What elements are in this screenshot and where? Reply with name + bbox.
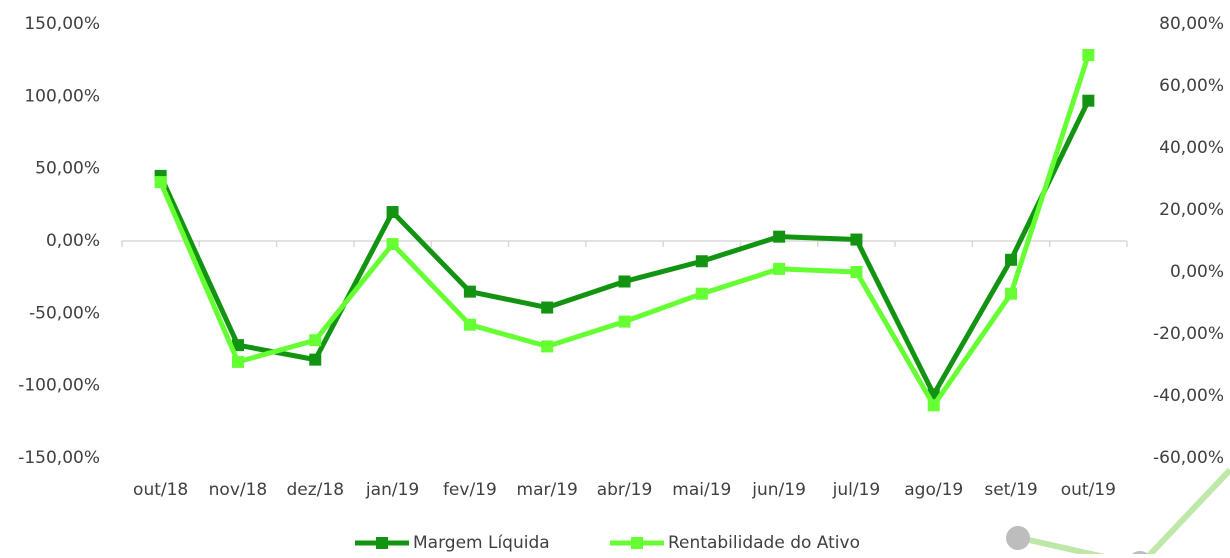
y2-tick-label: -20,00% xyxy=(1153,324,1224,344)
marker xyxy=(850,266,863,278)
decoration xyxy=(1142,467,1230,558)
marker xyxy=(618,315,631,328)
marker xyxy=(1082,94,1095,107)
marker xyxy=(773,262,786,275)
x-tick-label: dez/18 xyxy=(286,480,344,500)
marker xyxy=(541,301,554,314)
y2-tick-label: 60,00% xyxy=(1159,76,1224,96)
x-tick-label: nov/18 xyxy=(209,480,268,500)
marker xyxy=(850,233,863,246)
decoration xyxy=(1019,535,1123,558)
y-tick-label: -50,00% xyxy=(29,303,100,323)
legend-label: Rentabilidade do Ativo xyxy=(668,533,860,553)
marker xyxy=(231,355,244,368)
marker xyxy=(695,287,708,300)
marker xyxy=(1005,253,1018,266)
series-line xyxy=(158,99,1091,397)
y2-tick-label: -40,00% xyxy=(1153,386,1224,406)
marker xyxy=(154,176,167,189)
x-tick-label: out/18 xyxy=(133,480,188,500)
x-tick-label: jun/19 xyxy=(751,480,806,500)
x-tick-label: ago/19 xyxy=(904,480,963,500)
marker xyxy=(463,285,476,298)
y-tick-label: 50,00% xyxy=(35,159,100,179)
marker xyxy=(927,399,940,412)
marker xyxy=(773,230,786,243)
y-tick-label: 100,00% xyxy=(24,86,100,106)
legend-marker xyxy=(631,537,643,549)
marker xyxy=(1082,49,1095,61)
x-tick-label: out/19 xyxy=(1061,480,1116,500)
marker xyxy=(309,353,322,366)
marker xyxy=(541,340,554,353)
y-tick-label: 0,00% xyxy=(46,231,100,251)
x-tick-label: jan/19 xyxy=(365,480,419,500)
y-tick-label: -100,00% xyxy=(18,376,100,396)
y-tick-label: -150,00% xyxy=(18,448,100,468)
y2-tick-label: 40,00% xyxy=(1159,138,1224,158)
marker xyxy=(386,238,399,251)
marker xyxy=(386,206,399,219)
decoration xyxy=(1006,526,1030,550)
legend-marker xyxy=(376,537,388,549)
y2-tick-label: 20,00% xyxy=(1159,200,1224,220)
y2-tick-label: -60,00% xyxy=(1153,448,1224,468)
x-tick-label: set/19 xyxy=(984,480,1037,500)
x-tick-label: mai/19 xyxy=(672,480,731,500)
marker xyxy=(309,334,322,347)
marker xyxy=(463,318,476,331)
marker xyxy=(1005,287,1018,300)
y2-tick-label: 80,00% xyxy=(1159,14,1224,34)
marker xyxy=(695,255,708,268)
series-line xyxy=(158,54,1091,408)
marker xyxy=(231,339,244,352)
legend-label: Margem Líquida xyxy=(413,533,550,553)
y-tick-label: 150,00% xyxy=(24,14,100,34)
x-tick-label: mar/19 xyxy=(517,480,578,500)
x-tick-label: fev/19 xyxy=(443,480,497,500)
marker xyxy=(618,275,631,288)
x-tick-label: jul/19 xyxy=(832,480,881,500)
y2-tick-label: 0,00% xyxy=(1170,262,1224,282)
x-tick-label: abr/19 xyxy=(597,480,653,500)
